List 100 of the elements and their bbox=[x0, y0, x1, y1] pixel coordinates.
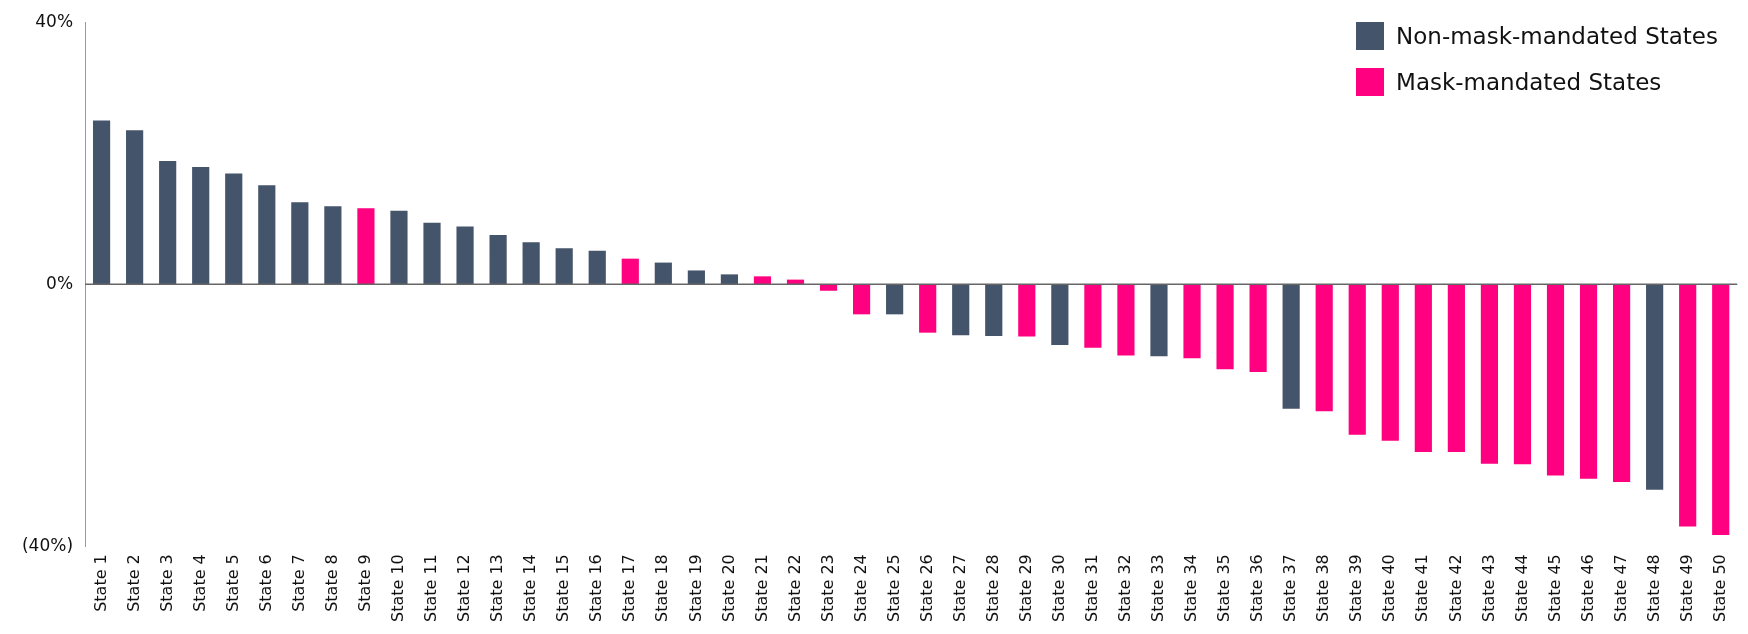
x-tick-label: State 37 bbox=[1280, 554, 1300, 622]
bar bbox=[225, 173, 243, 285]
x-tick-label: State 21 bbox=[751, 554, 771, 622]
x-tick-label: State 3 bbox=[156, 554, 176, 612]
bar bbox=[1679, 284, 1697, 527]
bar bbox=[1546, 284, 1565, 476]
x-tick-label: State 46 bbox=[1577, 554, 1597, 622]
bar bbox=[654, 262, 672, 285]
bar bbox=[1480, 284, 1499, 464]
x-tick-label: State 13 bbox=[487, 554, 507, 622]
legend-label: Non-mask-mandated States bbox=[1396, 23, 1718, 49]
x-tick-label: State 50 bbox=[1709, 554, 1729, 622]
x-tick-label: State 25 bbox=[883, 554, 903, 622]
bar bbox=[291, 202, 309, 285]
bar bbox=[1216, 284, 1234, 370]
bar bbox=[1183, 284, 1201, 359]
x-tick-label: State 2 bbox=[123, 554, 143, 612]
x-tick-label: State 4 bbox=[189, 554, 209, 612]
bar bbox=[1447, 284, 1465, 452]
bar bbox=[886, 284, 904, 315]
y-tick-label: (40%) bbox=[21, 534, 74, 555]
x-tick-label: State 34 bbox=[1181, 554, 1201, 622]
bar bbox=[357, 208, 375, 285]
x-tick-label: State 20 bbox=[718, 554, 738, 622]
x-tick-label: State 38 bbox=[1313, 554, 1333, 622]
bar bbox=[555, 248, 573, 285]
x-tick-label: State 15 bbox=[553, 554, 573, 622]
x-tick-label: State 12 bbox=[454, 554, 474, 622]
x-tick-label: State 27 bbox=[949, 554, 969, 622]
x-tick-label: State 35 bbox=[1214, 554, 1234, 622]
x-tick-label: State 45 bbox=[1544, 554, 1564, 622]
x-tick-label: State 28 bbox=[982, 554, 1002, 622]
x-tick-label: State 14 bbox=[520, 554, 540, 622]
x-tick-label: State 9 bbox=[355, 554, 375, 612]
x-tick-label: State 40 bbox=[1379, 554, 1399, 622]
bar bbox=[1381, 284, 1399, 441]
bar bbox=[324, 206, 342, 285]
bar bbox=[1414, 284, 1432, 452]
x-tick-label: State 48 bbox=[1643, 554, 1663, 622]
x-tick-label: State 7 bbox=[288, 554, 308, 612]
x-tick-label: State 10 bbox=[388, 554, 408, 622]
bar bbox=[919, 284, 937, 333]
bar bbox=[852, 284, 871, 315]
x-tick-label: State 18 bbox=[652, 554, 672, 622]
bar bbox=[1513, 284, 1532, 465]
x-tick-label: State 22 bbox=[784, 554, 804, 622]
bar bbox=[1018, 284, 1036, 337]
bar bbox=[1249, 284, 1267, 372]
bar bbox=[1084, 284, 1102, 348]
y-tick-label: 0% bbox=[46, 272, 74, 293]
bar bbox=[1282, 284, 1300, 409]
bar bbox=[92, 120, 111, 285]
bar bbox=[126, 130, 144, 285]
x-tick-label: State 23 bbox=[817, 554, 837, 622]
x-tick-label: State 29 bbox=[1015, 554, 1035, 622]
x-tick-label: State 17 bbox=[619, 554, 639, 622]
bar bbox=[1348, 284, 1366, 435]
x-tick-label: State 5 bbox=[222, 554, 242, 612]
bar bbox=[1051, 284, 1069, 346]
x-tick-label: State 11 bbox=[421, 554, 441, 622]
bar bbox=[192, 166, 210, 285]
bar bbox=[1315, 284, 1333, 412]
y-tick-label: 40% bbox=[35, 10, 74, 31]
bar bbox=[1712, 284, 1730, 536]
bar bbox=[1646, 284, 1664, 490]
bar bbox=[1579, 284, 1598, 479]
x-tick-label: State 32 bbox=[1115, 554, 1135, 622]
bar bbox=[1117, 284, 1135, 356]
x-tick-label: State 26 bbox=[916, 554, 936, 622]
x-tick-label: State 49 bbox=[1676, 554, 1696, 622]
x-tick-label: State 24 bbox=[850, 554, 870, 622]
x-tick-label: State 44 bbox=[1511, 554, 1531, 622]
bar bbox=[985, 284, 1003, 336]
bar bbox=[489, 235, 507, 285]
x-tick-label: State 41 bbox=[1412, 554, 1432, 622]
legend-label: Mask-mandated States bbox=[1396, 69, 1662, 95]
x-tick-label: State 47 bbox=[1610, 554, 1630, 622]
bar bbox=[952, 284, 970, 336]
bar bbox=[423, 222, 441, 285]
bar bbox=[588, 250, 606, 285]
x-tick-label: State 1 bbox=[90, 554, 110, 612]
x-tick-label: State 43 bbox=[1478, 554, 1498, 622]
x-tick-label: State 6 bbox=[255, 554, 275, 612]
x-tick-label: State 39 bbox=[1346, 554, 1366, 622]
bar bbox=[621, 258, 639, 285]
bar bbox=[522, 242, 540, 285]
bar bbox=[720, 274, 738, 285]
x-tick-label: State 16 bbox=[586, 554, 606, 622]
x-tick-label: State 33 bbox=[1148, 554, 1168, 622]
bar bbox=[258, 185, 276, 285]
bar bbox=[456, 226, 474, 285]
bar bbox=[687, 270, 705, 285]
bar bbox=[819, 284, 838, 291]
x-tick-label: State 19 bbox=[685, 554, 705, 622]
bar bbox=[159, 161, 177, 285]
x-tick-label: State 31 bbox=[1082, 554, 1102, 622]
x-tick-label: State 36 bbox=[1247, 554, 1267, 622]
x-tick-label: State 42 bbox=[1445, 554, 1465, 622]
bar bbox=[1613, 284, 1631, 483]
bar bbox=[390, 210, 408, 285]
